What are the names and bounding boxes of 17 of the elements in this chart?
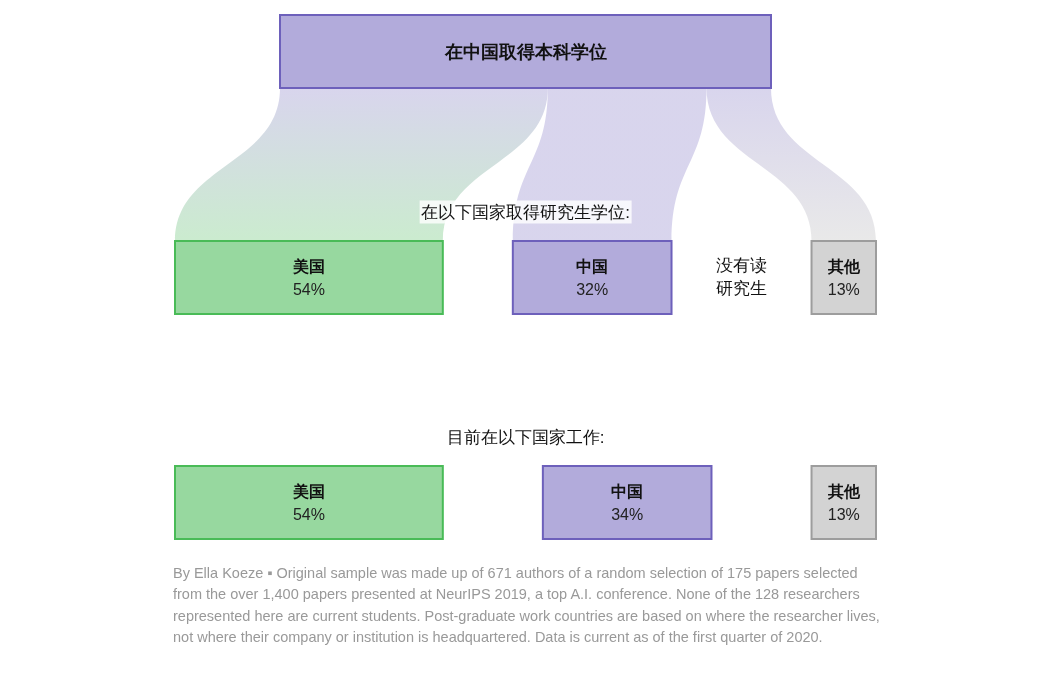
category-label: 中国: [611, 482, 644, 500]
category-label: 其他: [827, 482, 860, 500]
category-label: 没有读研究生: [715, 254, 768, 301]
category-label: 中国: [576, 256, 609, 277]
data-label: 54%: [292, 506, 325, 524]
category-label: 美国: [292, 256, 325, 277]
category-label: 美国: [292, 482, 325, 500]
data-label: 34%: [611, 506, 644, 524]
text: 在中国取得本科学位: [444, 40, 607, 64]
data-label: 13%: [827, 506, 860, 524]
category-label: 其他: [827, 256, 860, 277]
data-label: 54%: [292, 281, 325, 299]
series-label: 在以下国家取得研究生学位:: [419, 200, 632, 224]
data-label: 32%: [576, 281, 609, 299]
series-label: 目前在以下国家工作:: [444, 425, 607, 449]
text: By Ella Koeze ▪ Original sample was made up of 671 authors of a random selection of 175 papers selected from the over 1,400 papers presented at NeurIPS 2019, a top A.I. conference. None of the 128 researchers represented here are current students. Post-graduate work countries are based on where the researcher lives, not where their company or institution is headquartered. Data is current as of the first quarter of 2020.: [173, 564, 881, 647]
data-label: 13%: [827, 281, 860, 299]
